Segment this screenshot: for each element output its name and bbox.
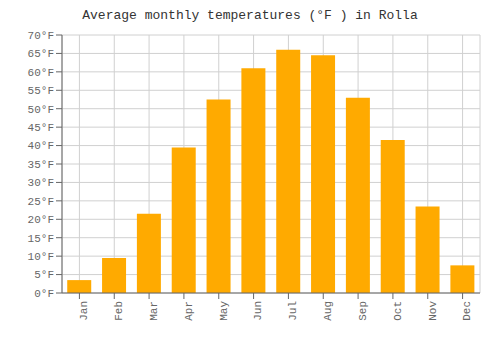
html-text:Average monthly temperatures (: Average monthly temperatures (°F ) in Ro…	[82, 8, 418, 23]
svg-text:60°F: 60°F	[28, 67, 54, 79]
svg-text:Apr: Apr	[183, 301, 195, 321]
svg-text:May: May	[218, 301, 230, 321]
svg-text:10°F: 10°F	[28, 251, 54, 263]
svg-text:0°F: 0°F	[34, 288, 54, 300]
svg-text:55°F: 55°F	[28, 85, 54, 97]
svg-text:Aug: Aug	[322, 301, 334, 321]
svg-text:50°F: 50°F	[28, 104, 54, 116]
svg-text:Nov: Nov	[427, 301, 439, 321]
svg-text:Dec: Dec	[461, 301, 473, 321]
svg-text:35°F: 35°F	[28, 159, 54, 171]
svg-text:Jul: Jul	[287, 301, 299, 321]
svg-text:25°F: 25°F	[28, 196, 54, 208]
svg-text:15°F: 15°F	[28, 233, 54, 245]
svg-text:40°F: 40°F	[28, 140, 54, 152]
svg-text:Sep: Sep	[357, 301, 369, 321]
svg-text:70°F: 70°F	[28, 30, 54, 42]
svg-text:20°F: 20°F	[28, 214, 54, 226]
svg-text:Jan: Jan	[78, 301, 90, 321]
svg-text:Oct: Oct	[392, 301, 404, 321]
svg-text:45°F: 45°F	[28, 122, 54, 134]
svg-text:65°F: 65°F	[28, 48, 54, 60]
svg-text:Feb: Feb	[113, 301, 125, 321]
svg-text:5°F: 5°F	[34, 269, 54, 281]
svg-text:Mar: Mar	[148, 301, 160, 321]
svg-text:Jun: Jun	[252, 301, 264, 321]
svg-text:30°F: 30°F	[28, 177, 54, 189]
